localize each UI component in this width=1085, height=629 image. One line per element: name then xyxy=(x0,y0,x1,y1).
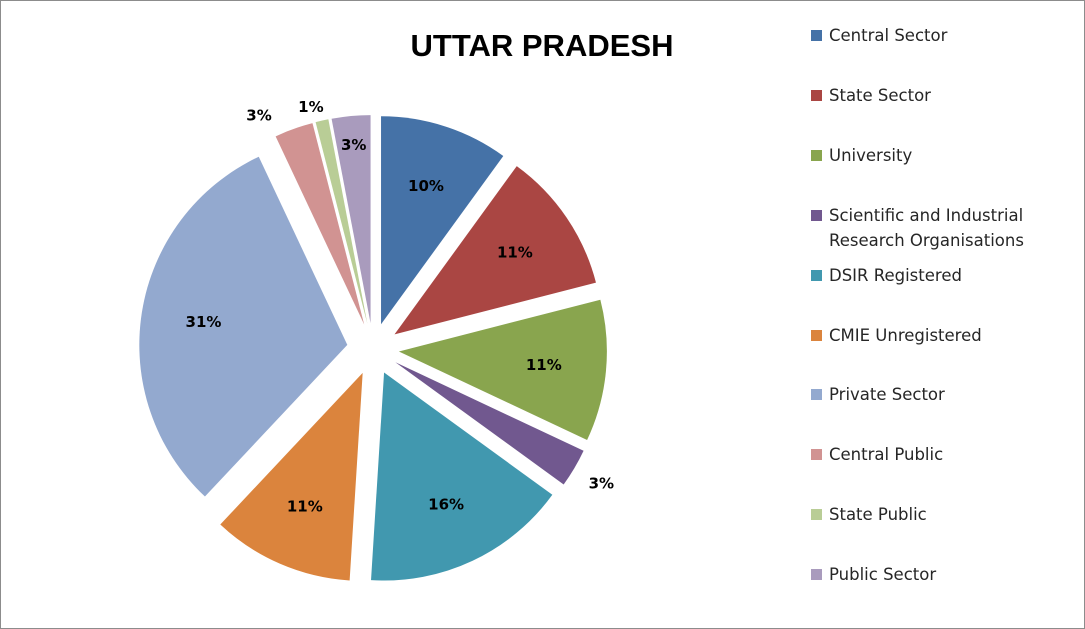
legend-swatch xyxy=(811,30,822,41)
legend-label: Private Sector xyxy=(829,385,945,404)
legend-swatch xyxy=(811,330,822,341)
chart-title: UTTAR PRADESH xyxy=(411,28,674,63)
pie-slices xyxy=(139,115,607,581)
data-label-state-sector: 11% xyxy=(497,244,533,262)
legend-label: State Public xyxy=(829,505,927,524)
legend-swatch xyxy=(811,90,822,101)
pie-slice-cmie-unregistered xyxy=(220,372,363,581)
pie-slice-state-public xyxy=(315,119,368,324)
legend-label: CMIE Unregistered xyxy=(829,326,982,345)
legend-label: Central Public xyxy=(829,445,944,464)
data-label-dsir-registered: 16% xyxy=(428,495,464,513)
pie-slice-dsir-registered xyxy=(371,372,553,581)
pie-slice-central-sector xyxy=(381,116,504,325)
pie-slice-public-sector xyxy=(331,115,371,324)
legend-label: State Sector xyxy=(829,86,931,105)
data-label-central-sector: 10% xyxy=(408,177,444,195)
legend-swatch xyxy=(811,210,822,221)
data-label-state-public: 1% xyxy=(298,98,323,116)
legend-label: Public Sector xyxy=(829,565,937,584)
legend-swatch xyxy=(811,270,822,281)
pie-slice-state-sector xyxy=(394,166,596,335)
data-label-public-sector: 3% xyxy=(341,136,366,154)
legend-swatch xyxy=(811,569,822,580)
pie-data-labels: 10% 11% 11% 3% 16% 11% 31% 3% 1% 3% xyxy=(186,98,614,516)
pie-slice-central-public xyxy=(275,123,365,325)
data-label-private-sector: 31% xyxy=(186,313,222,331)
legend-swatch xyxy=(811,449,822,460)
data-label-cmie-unregistered: 11% xyxy=(287,498,323,516)
pie-slice-private-sector xyxy=(139,156,348,497)
data-label-central-public: 3% xyxy=(246,107,271,125)
legend-swatch xyxy=(811,389,822,400)
legend-swatch xyxy=(811,509,822,520)
legend-label: DSIR Registered xyxy=(829,266,962,285)
legend-label: Scientific and Industrial Research Organ… xyxy=(829,206,1024,250)
legend-swatch xyxy=(811,150,822,161)
pie-slice-university xyxy=(398,299,607,441)
pie-slice-scientific-and-industrial-research-organisations xyxy=(395,362,584,485)
data-label-scientific-and-industrial-research-organisations: 3% xyxy=(589,474,614,492)
legend-label: Central Sector xyxy=(829,26,948,45)
legend-label: University xyxy=(829,146,913,165)
data-label-university: 11% xyxy=(526,356,562,374)
